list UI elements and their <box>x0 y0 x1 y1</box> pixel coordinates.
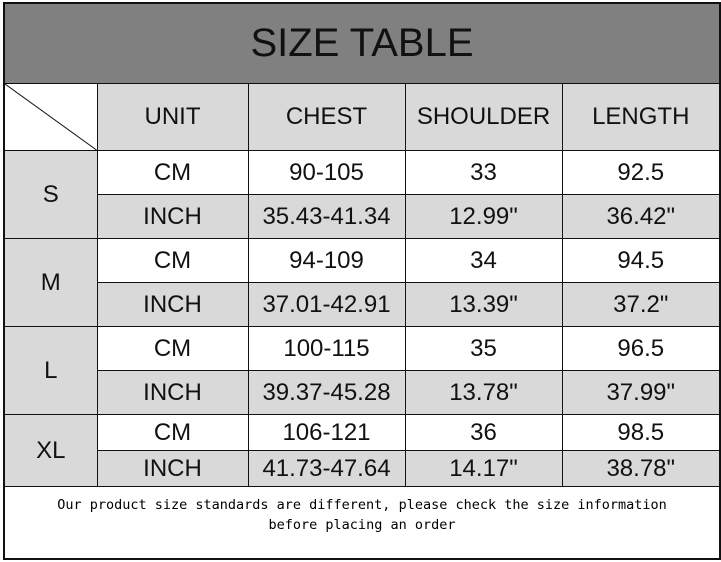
chest-cell: 90-105 <box>247 150 406 195</box>
header-row: UNIT CHEST SHOULDER LENGTH <box>5 84 719 151</box>
note-line-2: before placing an order <box>268 517 456 533</box>
size-label: M <box>5 238 98 327</box>
unit-cell: CM <box>96 238 249 283</box>
table-row: INCH 41.73-47.64 14.17" 38.78" <box>5 450 719 487</box>
size-grid: UNIT CHEST SHOULDER LENGTH S CM 90-105 33 92… <box>5 84 719 487</box>
chest-cell: 94-109 <box>247 238 406 283</box>
chest-cell: 106-121 <box>247 414 406 451</box>
table-row: S CM 90-105 33 92.5 <box>5 150 719 239</box>
size-label: L <box>5 326 98 415</box>
table-row: INCH 37.01-42.91 13.39" 37.2" <box>5 282 719 327</box>
header-shoulder: SHOULDER <box>404 84 563 151</box>
table-row: XL CM 106-121 36 98.5 <box>5 414 719 487</box>
shoulder-cell: 12.99" <box>404 194 563 239</box>
size-label: S <box>5 150 98 239</box>
length-cell: 94.5 <box>561 238 719 283</box>
header-chest: CHEST <box>247 84 406 151</box>
unit-cell: CM <box>96 414 249 451</box>
shoulder-cell: 13.39" <box>404 282 563 327</box>
length-cell: 92.5 <box>561 150 719 195</box>
chest-cell: 100-115 <box>247 326 406 371</box>
length-cell: 38.78" <box>561 450 719 487</box>
header-unit: UNIT <box>96 84 249 151</box>
unit-cell: CM <box>96 150 249 195</box>
table-row: M CM 94-109 34 94.5 <box>5 238 719 327</box>
length-cell: 36.42" <box>561 194 719 239</box>
size-note: Our product size standards are different… <box>5 487 719 557</box>
unit-cell: INCH <box>97 450 249 487</box>
chest-cell: 35.43-41.34 <box>247 194 406 239</box>
shoulder-cell: 14.17" <box>404 450 563 487</box>
table-row: INCH 39.37-45.28 13.78" 37.99" <box>5 370 719 415</box>
header-length: LENGTH <box>561 84 719 151</box>
shoulder-cell: 33 <box>404 150 563 195</box>
unit-cell: INCH <box>97 194 249 239</box>
table-row: L CM 100-115 35 96.5 <box>5 326 719 415</box>
length-cell: 37.99" <box>561 370 719 415</box>
chest-cell: 39.37-45.28 <box>247 370 406 415</box>
size-label: XL <box>5 414 98 487</box>
table-row: INCH 35.43-41.34 12.99" 36.42" <box>5 194 719 239</box>
unit-cell: CM <box>96 326 249 371</box>
shoulder-cell: 36 <box>404 414 563 451</box>
corner-cell <box>5 84 98 151</box>
chest-cell: 37.01-42.91 <box>247 282 406 327</box>
note-line-1: Our product size standards are different… <box>57 497 667 513</box>
unit-cell: INCH <box>97 282 249 327</box>
length-cell: 98.5 <box>561 414 719 451</box>
length-cell: 96.5 <box>561 326 719 371</box>
shoulder-cell: 34 <box>404 238 563 283</box>
chest-cell: 41.73-47.64 <box>247 450 406 487</box>
shoulder-cell: 13.78" <box>404 370 563 415</box>
unit-cell: INCH <box>97 370 249 415</box>
table-title: SIZE TABLE <box>5 4 719 84</box>
shoulder-cell: 35 <box>404 326 563 371</box>
length-cell: 37.2" <box>561 282 719 327</box>
